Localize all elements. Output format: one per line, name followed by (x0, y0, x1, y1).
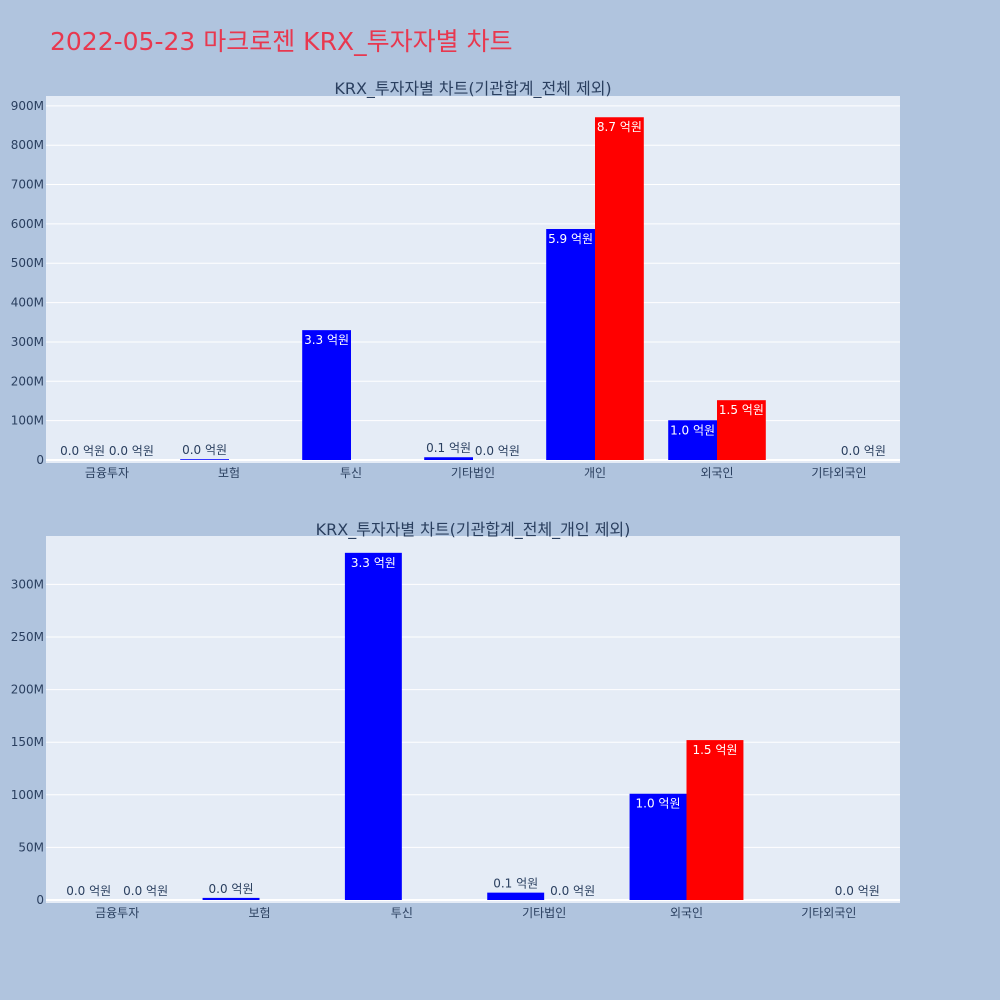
y-tick-label: 100M (11, 788, 44, 802)
data-label: 3.3 억원 (351, 556, 396, 570)
data-label: 5.9 억원 (548, 232, 593, 246)
data-label: 8.7 억원 (597, 120, 642, 134)
bar (424, 457, 473, 460)
bar (302, 330, 351, 460)
x-tick-label: 금융투자 (85, 466, 129, 480)
y-tick-label: 300M (11, 335, 44, 349)
chart-title: KRX_투자자별 차트(기관합계_전체 제외) (334, 79, 611, 99)
y-tick-label: 500M (11, 256, 44, 270)
bar (668, 420, 717, 460)
plot-area (46, 536, 900, 903)
data-label: 0.1 억원 (493, 877, 538, 891)
x-tick-label: 기타법인 (522, 906, 566, 920)
chart-2: 0 50M 100M 150M 200M 250M 300M KRX_투자자별 차트(기관합계… (11, 520, 900, 920)
x-tick-label: 보험 (218, 466, 240, 480)
data-label: 1.0 억원 (670, 423, 715, 437)
x-tick-label: 금융투자 (95, 906, 139, 920)
y-tick-label: 0 (36, 453, 44, 467)
y-tick-label: 900M (11, 99, 44, 113)
x-tick-label: 기타법인 (451, 466, 495, 480)
bar (546, 229, 595, 460)
data-label: 0.1 억원 (426, 441, 471, 455)
bar (180, 459, 229, 460)
x-tick-label: 투신 (340, 466, 362, 480)
bar (344, 552, 402, 900)
data-label: 0.0 억원 (835, 884, 880, 898)
chart-title: KRX_투자자별 차트(기관합계_전체_개인 제외) (316, 520, 631, 540)
y-tick-label: 800M (11, 138, 44, 152)
y-tick-label: 200M (11, 683, 44, 697)
data-label: 0.0 억원 (475, 444, 520, 458)
bar (686, 740, 744, 900)
y-tick-label: 100M (11, 414, 44, 428)
chart-1: 0 100M 200M 300M 400M 500M 600M 700M 800M 900M KRX… (11, 79, 900, 480)
x-tick-label: 개인 (584, 466, 606, 480)
y-tick-label: 600M (11, 217, 44, 231)
page-title: 2022-05-23 마크로젠 KRX_투자자별 차트 (50, 27, 513, 56)
data-label: 0.0 억원 (109, 444, 154, 458)
data-label: 0.0 억원 (209, 882, 254, 896)
y-tick-label: 200M (11, 374, 44, 388)
data-label: 0.0 억원 (66, 884, 111, 898)
x-tick-label: 보험 (248, 906, 270, 920)
x-tick-label: 외국인 (670, 906, 703, 920)
data-label: 0.0 억원 (123, 884, 168, 898)
data-label: 1.5 억원 (692, 743, 737, 757)
data-label: 1.5 억원 (719, 403, 764, 417)
data-label: 0.0 억원 (841, 444, 886, 458)
data-label: 0.0 억원 (550, 884, 595, 898)
x-tick-label: 투신 (391, 906, 413, 920)
bar (717, 400, 766, 460)
bar (595, 117, 644, 461)
x-tick-label: 외국인 (700, 466, 733, 480)
y-tick-label: 250M (11, 630, 44, 644)
data-label: 0.0 억원 (182, 443, 227, 457)
x-tick-label: 기타외국인 (801, 906, 856, 920)
plot-area (46, 96, 900, 463)
data-label: 0.0 억원 (60, 444, 105, 458)
y-tick-label: 0 (36, 893, 44, 907)
data-label: 1.0 억원 (636, 797, 681, 811)
y-tick-label: 150M (11, 735, 44, 749)
bar (487, 892, 545, 900)
bar (629, 793, 687, 900)
y-tick-label: 400M (11, 296, 44, 310)
x-tick-label: 기타외국인 (811, 466, 866, 480)
y-tick-label: 700M (11, 178, 44, 192)
data-label: 3.3 억원 (304, 333, 349, 347)
bar (202, 897, 260, 900)
y-tick-label: 300M (11, 577, 44, 591)
y-tick-label: 50M (18, 840, 44, 854)
